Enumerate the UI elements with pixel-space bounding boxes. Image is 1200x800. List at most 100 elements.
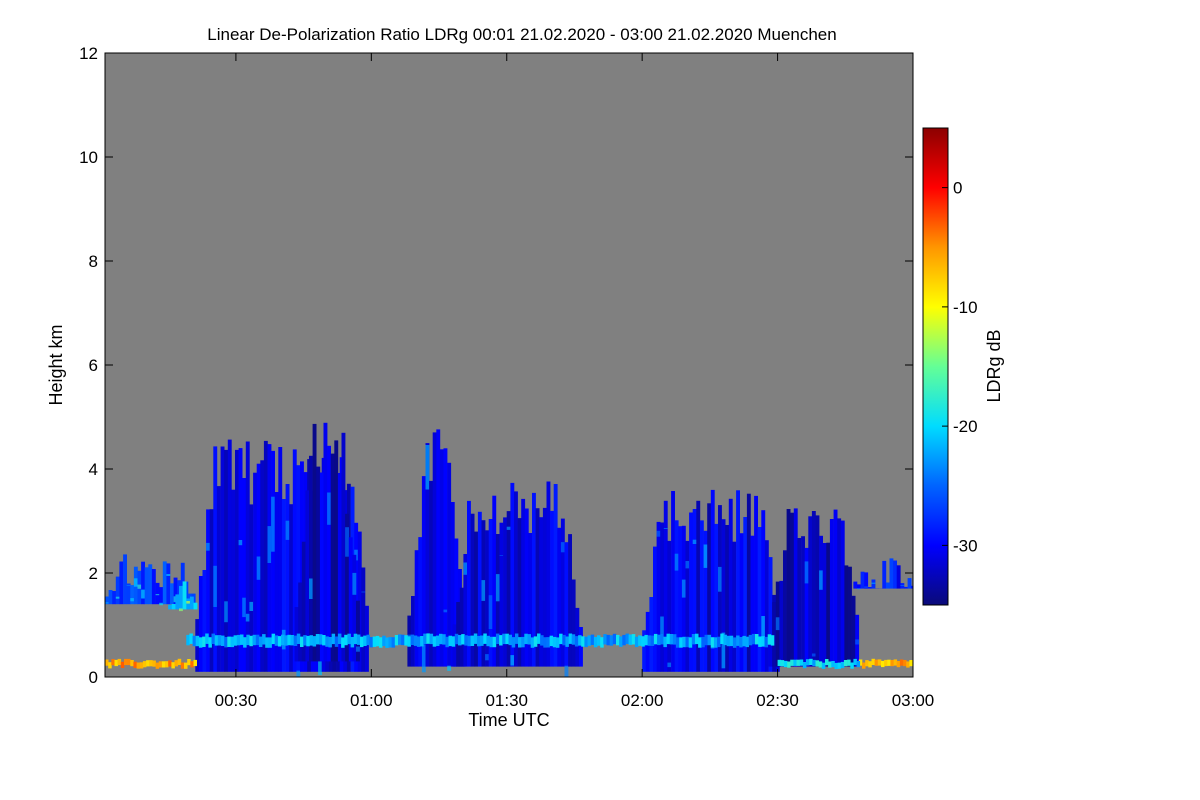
cloud-column: [560, 518, 565, 667]
layer-cell: [701, 636, 705, 648]
cloud-region: [853, 558, 913, 590]
layer-cell: [174, 660, 178, 667]
layer-cell: [657, 634, 661, 646]
layer-cell: [815, 660, 819, 667]
cloud-column: [224, 449, 229, 672]
layer-cell: [192, 635, 197, 647]
y-tick-label: 2: [89, 564, 98, 583]
cloud-column: [739, 533, 744, 672]
cloud-column: [840, 520, 845, 667]
layer-band: [105, 658, 197, 669]
layer-cell: [398, 634, 402, 645]
layer-cell: [511, 637, 516, 648]
cloud-column: [692, 509, 697, 672]
cloud-column: [808, 516, 813, 667]
cloud-streak: [256, 556, 261, 580]
cloud-column: [532, 492, 536, 667]
cloud-column: [736, 490, 740, 672]
layer-cell: [416, 636, 421, 647]
layer-cell: [890, 660, 894, 667]
y-axis: 0 2 4 6 8 10 12: [79, 44, 913, 687]
cloud-column: [432, 432, 437, 667]
y-tick-label: 10: [79, 148, 98, 167]
layer-cell: [454, 633, 459, 645]
x-tick-label: 01:30: [485, 691, 528, 710]
cloud-column: [579, 627, 583, 667]
cloud-column: [681, 525, 686, 672]
layer-cell: [847, 659, 851, 666]
cloud-streak: [245, 613, 250, 622]
layer-cell: [537, 633, 541, 644]
layer-cell: [578, 635, 582, 646]
cloud-column: [550, 510, 554, 667]
cloud-column: [882, 560, 887, 589]
layer-cell: [707, 634, 712, 646]
cloud-column: [653, 546, 657, 672]
layer-cell: [277, 636, 282, 647]
layer-cell: [325, 636, 329, 647]
layer-cell: [616, 634, 620, 646]
cloud-column: [334, 440, 339, 662]
cloud-streak: [871, 582, 876, 584]
layer-cell: [120, 661, 125, 668]
layer-cell: [309, 635, 313, 646]
cloud-column: [750, 535, 755, 672]
layer-cell: [862, 662, 866, 669]
cloud-streak: [425, 445, 430, 490]
layer-cell: [262, 634, 266, 645]
layer-cell: [227, 636, 231, 647]
layer-cell: [492, 636, 497, 648]
cloud-column: [470, 513, 475, 667]
cloud-column: [411, 596, 415, 667]
cloud-column: [506, 511, 511, 667]
cloud-streak: [213, 565, 218, 607]
cloud-streak: [115, 596, 120, 599]
layer-cell: [184, 662, 188, 669]
layer-cell: [593, 636, 598, 648]
layer-cell: [284, 635, 288, 646]
layer-cell: [745, 636, 749, 648]
x-tick-label: 01:00: [350, 691, 393, 710]
cloud-column: [278, 447, 283, 672]
cloud-streak: [718, 566, 722, 592]
layer-cell: [571, 634, 576, 645]
layer-cell: [401, 634, 405, 646]
layer-cell: [581, 636, 585, 647]
layer-cell: [473, 633, 478, 644]
cloud-column: [356, 600, 360, 662]
cloud-streak: [819, 570, 823, 590]
cloud-streak: [855, 639, 860, 645]
layer-cell: [906, 661, 910, 668]
layer-cell: [679, 637, 683, 648]
layer-cell: [303, 635, 307, 646]
cloud-streak: [155, 594, 160, 596]
layer-cell: [521, 636, 525, 648]
layer-cell: [568, 633, 573, 644]
layer-cell: [770, 635, 775, 646]
layer-cell: [644, 634, 648, 646]
layer-cell: [171, 662, 175, 669]
layer-cell: [296, 633, 301, 644]
layer-cell: [407, 636, 411, 647]
cloud-region: [452, 481, 583, 677]
layer-cell: [856, 661, 861, 668]
cloud-streak: [510, 655, 515, 666]
layer-cell: [489, 636, 494, 648]
layer-cell: [420, 636, 424, 647]
layer-cell: [221, 635, 225, 646]
cloud-streak: [447, 665, 452, 671]
layer-cell: [818, 661, 823, 668]
cloud-column: [439, 449, 444, 667]
layer-cell: [726, 635, 731, 647]
layer-cell: [767, 634, 772, 645]
cloud-column: [889, 558, 894, 589]
cloud-column: [170, 583, 174, 605]
layer-cell: [461, 634, 465, 645]
cloud-column: [289, 504, 294, 672]
layer-cell: [796, 659, 800, 666]
cloud-column: [746, 493, 751, 672]
layer-cell: [388, 637, 392, 648]
layer-cell: [435, 635, 440, 646]
layer-cell: [899, 659, 904, 666]
cloud-column: [443, 448, 448, 667]
